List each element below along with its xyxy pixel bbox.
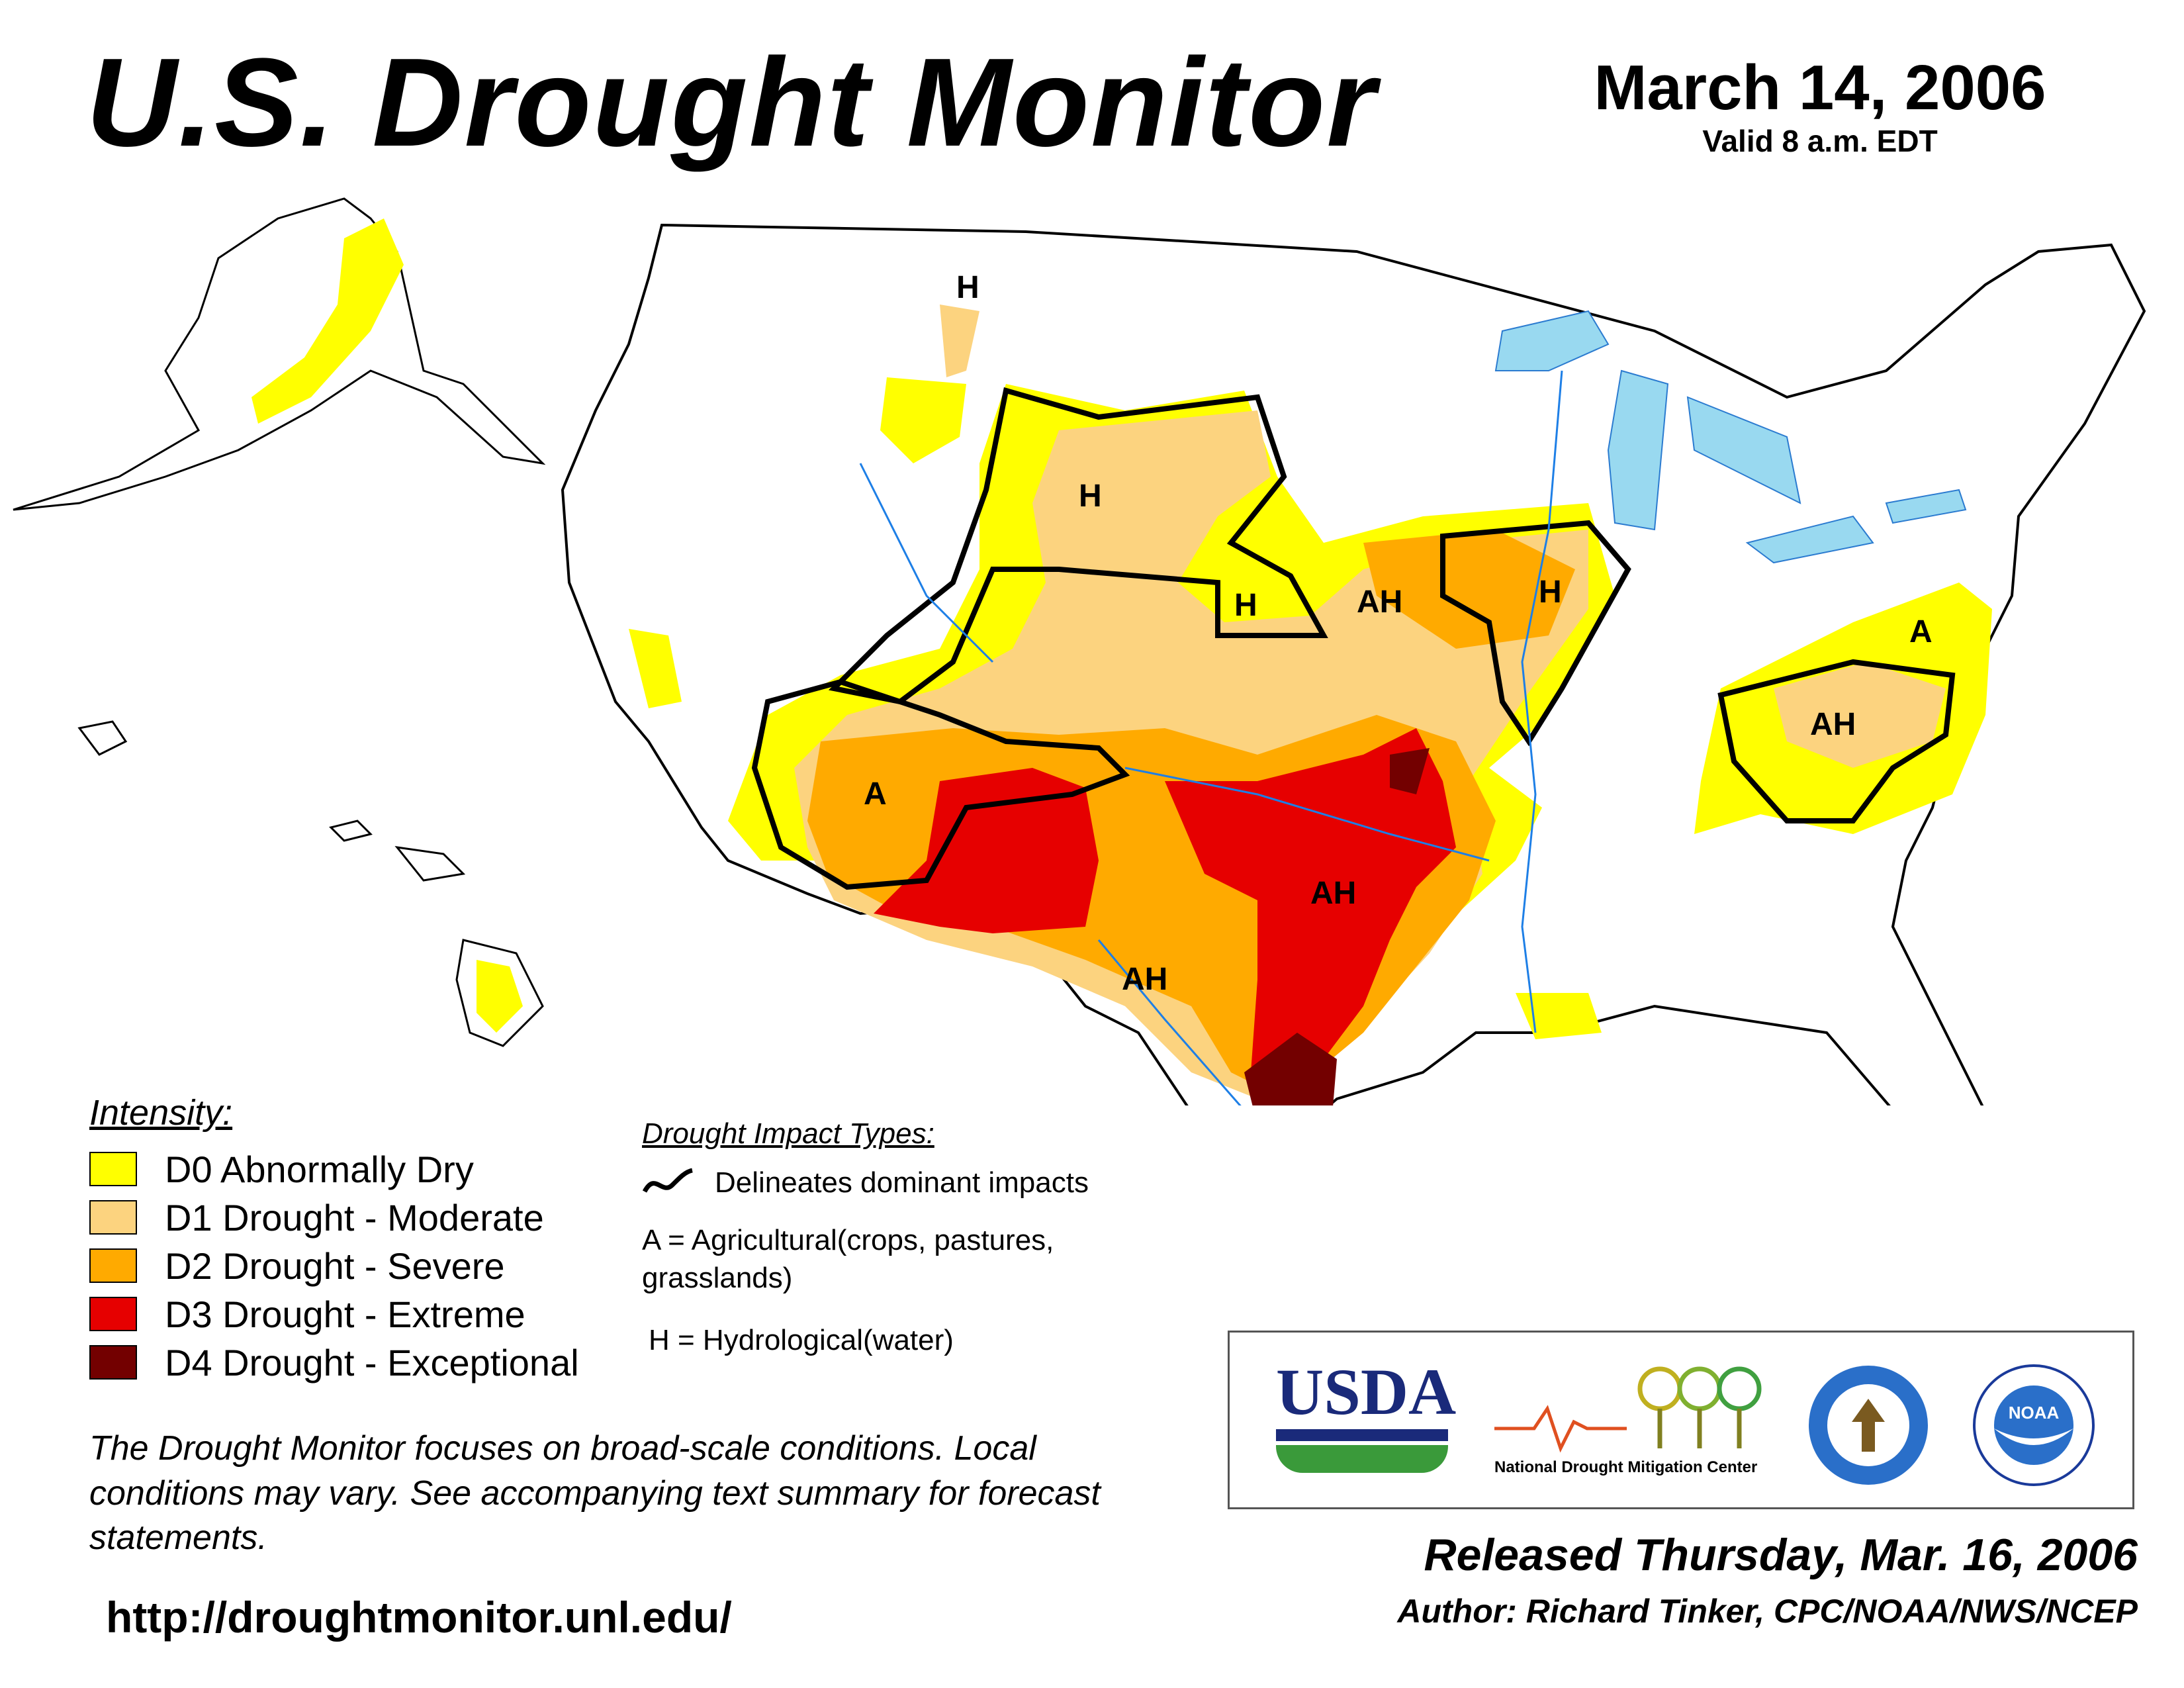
map-title: U.S. Drought Monitor [86, 32, 1377, 173]
tree-icon [1494, 1366, 1762, 1453]
impact-label: AH [1310, 876, 1356, 911]
rivers [859, 370, 1563, 1105]
impact-hydrological-text: H = Hydrological(water) [649, 1324, 954, 1356]
impact-label: AH [1357, 585, 1402, 620]
impact-delineates-text: Delineates dominant impacts [715, 1166, 1089, 1199]
great-lakes [1494, 310, 1967, 564]
legend-label: D2 Drought - Severe [165, 1244, 505, 1287]
noaa-logo-icon: NOAA [1973, 1364, 2095, 1486]
impact-label: AH [1271, 1101, 1316, 1105]
d3-arizona-nm [874, 768, 1099, 933]
legend-item-d4: D4 Drought - Exceptional [89, 1342, 579, 1383]
d0-nevada [629, 629, 682, 708]
d4-south-texas [1244, 748, 1430, 1105]
disclaimer-text: The Drought Monitor focuses on broad-sca… [89, 1429, 1101, 1558]
impact-outline-midwest [1440, 520, 1631, 747]
valid-time: Valid 8 a.m. EDT [1702, 124, 1938, 158]
legend-item-d3: D3 Drought - Extreme [89, 1293, 525, 1335]
hawaii-d0 [477, 960, 523, 1033]
legend-label: D3 Drought - Extreme [165, 1293, 525, 1335]
impact-label: AH [1122, 962, 1167, 997]
legend-title: Intensity: [89, 1093, 233, 1133]
alaska-shape [13, 197, 546, 511]
partner-logos-box: USDA National Drought Mitigation Center … [1228, 1331, 2134, 1509]
impact-types-title: Drought Impact Types: [642, 1117, 934, 1150]
impact-label: H [1079, 479, 1102, 514]
legend-swatch-d1 [89, 1200, 137, 1235]
impact-label: H [956, 270, 979, 305]
legend-swatch-d0 [89, 1152, 137, 1186]
impact-line-icon [642, 1168, 693, 1193]
legend-swatch-d4 [89, 1345, 137, 1380]
released-date: Released Thursday, Mar. 16, 2006 [1424, 1530, 2138, 1580]
legend-label: D4 Drought - Exceptional [165, 1341, 579, 1383]
ndmc-logo: National Drought Mitigation Center [1494, 1356, 1772, 1495]
impact-label: H [1234, 588, 1257, 623]
usda-logo-text: USDA [1276, 1355, 1457, 1429]
legend-item-d2: D2 Drought - Severe [89, 1244, 505, 1287]
author-credit: Author: Richard Tinker, CPC/NOAA/NWS/NCE… [1397, 1593, 2138, 1630]
drought-map: H H H AH H A AH A AH AH AH [13, 197, 2146, 1105]
d1-virginia [1774, 662, 1946, 768]
impact-label: A [864, 776, 887, 812]
impact-label: H [1539, 575, 1562, 610]
d2-iowa [1363, 530, 1575, 649]
d1-montana [940, 305, 979, 377]
d0-idaho [880, 377, 966, 463]
noaa-logo-text: NOAA [2009, 1403, 2060, 1423]
legend-label: D1 Drought - Moderate [165, 1196, 544, 1239]
d0-louisiana [1516, 993, 1602, 1039]
alaska-d0 [251, 218, 404, 424]
legend-label: D0 Abnormally Dry [165, 1148, 474, 1190]
hawaii-islands [77, 720, 544, 1047]
map-date: March 14, 2006 [1594, 52, 2046, 123]
legend-item-d0: D0 Abnormally Dry [89, 1149, 474, 1190]
impact-outline-southwest [751, 679, 1130, 890]
impact-label: AH [1810, 707, 1856, 742]
legend-item-d1: D1 Drought - Moderate [89, 1196, 544, 1239]
impact-agricultural-text: A = Agricultural(crops, pastures, grassl… [642, 1224, 1054, 1295]
website-link[interactable]: http://droughtmonitor.unl.edu/ [106, 1593, 732, 1642]
usda-logo: USDA [1276, 1355, 1457, 1473]
d3-plains [1165, 728, 1456, 1099]
ndmc-logo-text: National Drought Mitigation Center [1494, 1458, 1758, 1476]
commerce-seal-icon [1809, 1366, 1928, 1485]
legend-swatch-d3 [89, 1297, 137, 1331]
impact-label: A [1909, 614, 1933, 649]
impact-outline-west [828, 387, 1328, 705]
impact-outline-east [1717, 659, 1956, 823]
legend-swatch-d2 [89, 1248, 137, 1283]
